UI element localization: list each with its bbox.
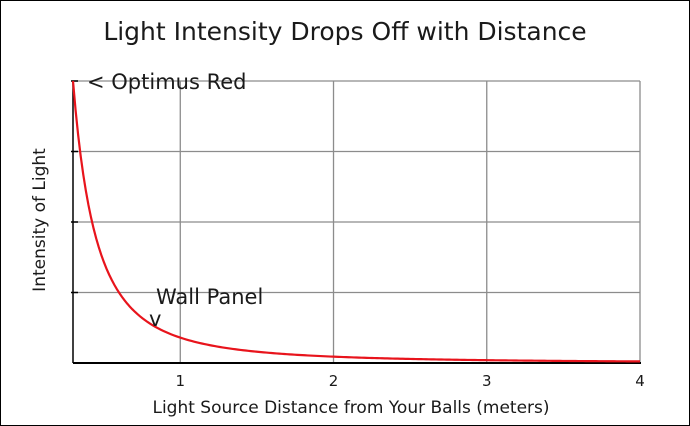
x-axis-label: Light Source Distance from Your Balls (m… xyxy=(152,398,549,418)
x-tick-label-4: 4 xyxy=(635,372,645,390)
chart-title: Light Intensity Drops Off with Distance xyxy=(103,17,586,46)
x-tick-label-2: 2 xyxy=(329,372,339,390)
annotation-optimus-red: < Optimus Red xyxy=(87,70,246,94)
y-axis-label: Intensity of Light xyxy=(30,148,50,292)
series-layer xyxy=(71,80,641,363)
series-line-0 xyxy=(71,80,641,363)
annotation-wall-panel: Wall Panel xyxy=(156,285,263,309)
grid xyxy=(73,80,641,363)
axes: 1 2 3 4 xyxy=(71,80,645,390)
x-tick-label-1: 1 xyxy=(175,372,185,390)
x-tick-label-3: 3 xyxy=(482,372,492,390)
annotation-wall-panel-marker: v xyxy=(149,307,161,331)
